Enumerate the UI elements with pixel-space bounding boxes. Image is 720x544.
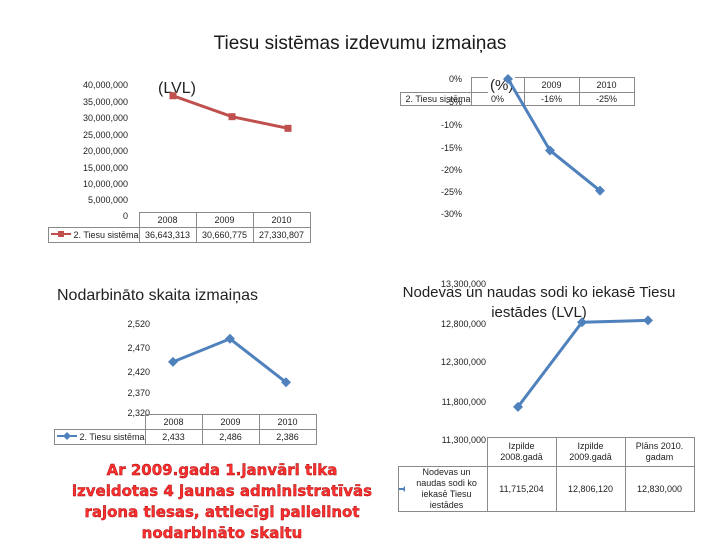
series-line	[516, 318, 649, 408]
fees-data-table: Izpilde 2008.gadā Izpilde 2009.gadā Plān…	[398, 437, 695, 512]
y-tick: 5,000,000	[87, 195, 128, 205]
category-label: Plāns 2010. gadam	[624, 437, 695, 467]
data-point	[513, 401, 523, 412]
y-tick: 12,300,000	[440, 357, 486, 367]
value-label: -16%	[523, 91, 580, 106]
y-tick: -10%	[440, 120, 462, 130]
series-name: 2. Tiesu sistēma	[405, 93, 471, 104]
y-tick: -25%	[440, 187, 462, 197]
series-line	[172, 337, 287, 384]
data-point	[595, 185, 605, 196]
y-tick: 11,300,000	[441, 435, 486, 445]
series-line	[172, 94, 289, 130]
series-name: 2. Tiesu sistēma	[79, 431, 145, 442]
y-tick: 40,000,000	[82, 80, 128, 90]
y-tick: 0	[122, 211, 128, 221]
value-label: 27,330,807	[252, 226, 311, 243]
y-tick: 13,300,000	[440, 279, 486, 289]
y-tick: 2,420	[127, 367, 150, 377]
legend-series: 2. Tiesu sistēma	[54, 428, 146, 445]
category-label: Izpilde 2009.gadā	[555, 437, 626, 467]
data-point	[577, 317, 587, 328]
series-name: Nodevas un naudas sodi ko iekasē Tiesu i…	[416, 466, 477, 510]
legend-series: 2. Tiesu sistēma	[400, 91, 472, 106]
y-tick: 30,000,000	[82, 113, 128, 123]
category-label: 2009	[195, 212, 254, 228]
expenses-title: (LVL)	[158, 80, 196, 97]
category-label: 2010	[252, 212, 311, 228]
expenses-data-table: 2008 2009 2010 2. Tiesu sistēma 36,643,3…	[48, 212, 311, 243]
y-tick: -20%	[440, 165, 462, 175]
value-label: 2,386	[258, 428, 317, 445]
value-label: 12,806,120	[555, 465, 626, 512]
y-tick: 20,000,000	[82, 146, 128, 156]
category-label: 2008	[138, 212, 197, 228]
y-tick: 2,370	[127, 388, 150, 398]
category-label: 2010	[258, 414, 317, 430]
y-tick: 15,000,000	[82, 163, 128, 173]
data-point	[228, 113, 236, 121]
data-point	[169, 92, 177, 100]
y-tick: -15%	[440, 143, 462, 153]
y-tick: 0%	[448, 74, 462, 84]
data-point	[168, 356, 178, 367]
legend-series: 2. Tiesu sistēma	[48, 226, 140, 243]
data-point	[545, 145, 555, 156]
data-point	[225, 333, 235, 344]
value-label: 36,643,313	[138, 226, 197, 243]
y-tick: 11,800,000	[441, 397, 486, 407]
y-tick: 35,000,000	[82, 97, 128, 107]
category-label: 2009	[201, 414, 260, 430]
percent-plot	[503, 74, 605, 196]
y-tick: 25,000,000	[82, 130, 128, 140]
note-text: Ar 2009.gada 1.janvāri tika izveidotas 4…	[71, 461, 373, 542]
series-line	[506, 78, 601, 192]
page-title: Tiesu sistēmas izdevumu izmaiņas	[213, 33, 507, 54]
y-tick: 2,320	[127, 408, 150, 418]
y-tick: 2,520	[127, 319, 150, 329]
y-tick: 12,800,000	[440, 319, 486, 329]
value-label: 2,486	[201, 428, 260, 445]
value-label: 12,830,000	[624, 465, 695, 512]
legend-series: Nodevas un naudas sodi ko iekasē Tiesu i…	[398, 465, 488, 512]
employees-title: Nodarbināto skaita izmaiņas	[57, 287, 258, 304]
data-point	[281, 377, 291, 388]
data-point	[503, 74, 513, 84]
fees-title: Nodevas un naudas sodi ko iekasē Tiesu i…	[402, 284, 676, 321]
data-point	[643, 315, 653, 326]
y-tick: -30%	[440, 209, 462, 219]
category-label: 2008	[144, 414, 203, 430]
series-name: 2. Tiesu sistēma	[73, 229, 139, 240]
value-label: 11,715,204	[486, 465, 557, 512]
value-label: 30,660,775	[195, 226, 254, 243]
value-label: -25%	[578, 91, 635, 106]
y-tick: 10,000,000	[82, 179, 128, 189]
value-label: 2,433	[144, 428, 203, 445]
fees-plot	[513, 315, 653, 412]
data-point	[284, 124, 292, 132]
category-label: Izpilde 2008.gadā	[486, 437, 557, 467]
y-tick: 2,470	[127, 343, 150, 353]
expenses-plot	[169, 92, 292, 132]
employees-data-table: 2008 2009 2010 2. Tiesu sistēma 2,433 2,…	[54, 414, 317, 445]
employees-plot	[168, 333, 291, 388]
